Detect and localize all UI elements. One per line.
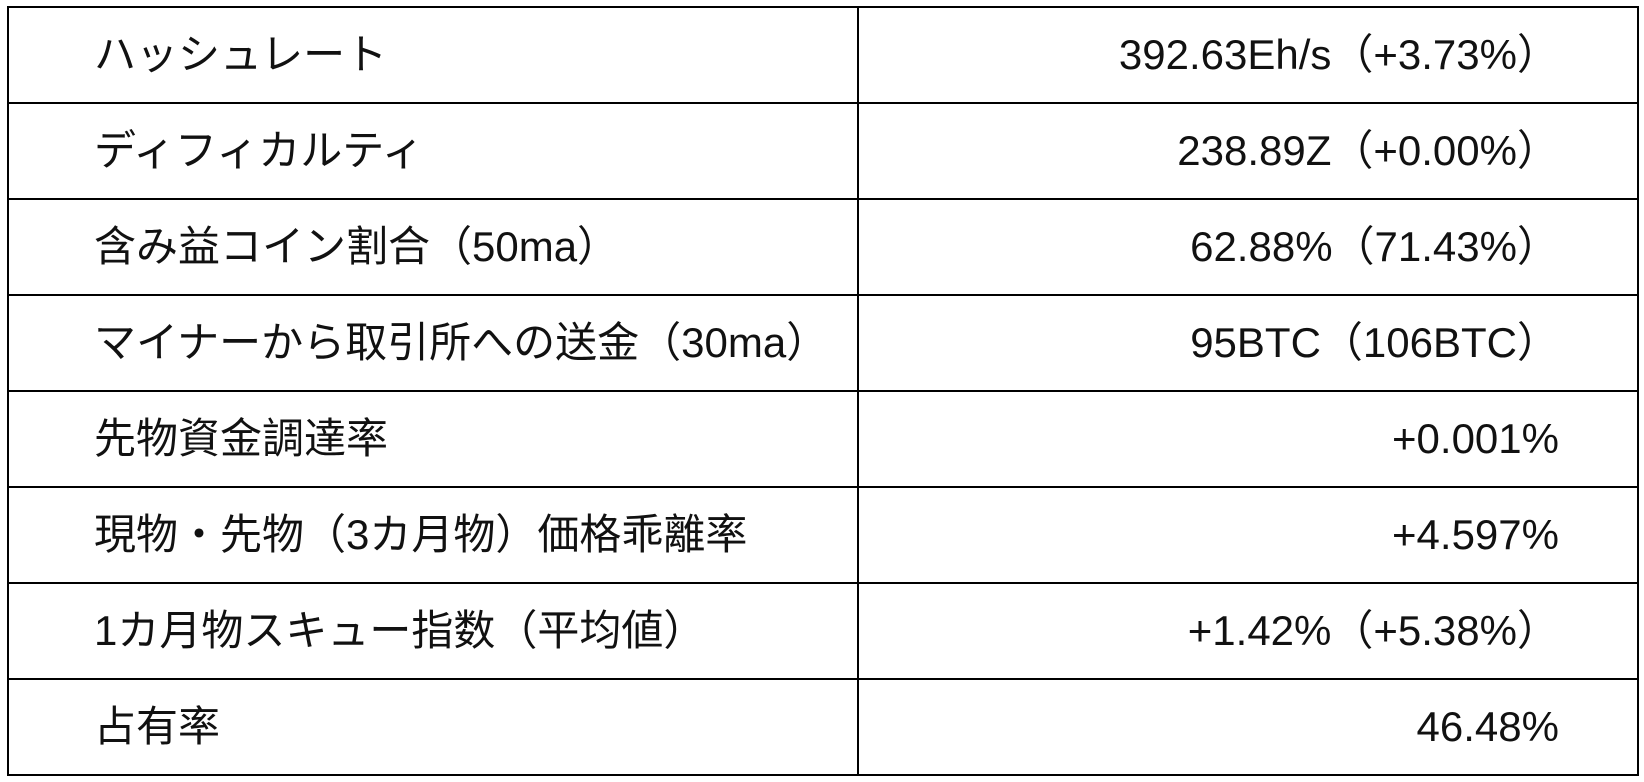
metric-value: 46.48% [857, 678, 1639, 776]
metric-row: 先物資金調達率 +0.001% [7, 390, 1639, 488]
metric-label: 含み益コイン割合（50ma） [7, 198, 859, 296]
metric-row: マイナーから取引所への送金（30ma） 95BTC（106BTC） [7, 294, 1639, 392]
metric-value: 238.89Z（+0.00%） [857, 102, 1639, 200]
metric-label: 1カ月物スキュー指数（平均値） [7, 582, 859, 680]
metric-label: マイナーから取引所への送金（30ma） [7, 294, 859, 392]
metric-value: +0.001% [857, 390, 1639, 488]
metric-label: 現物・先物（3カ月物）価格乖離率 [7, 486, 859, 584]
metric-row: 1カ月物スキュー指数（平均値） +1.42%（+5.38%） [7, 582, 1639, 680]
metric-row: 現物・先物（3カ月物）価格乖離率 +4.597% [7, 486, 1639, 584]
metric-label: ディフィカルティ [7, 102, 859, 200]
metric-row: ディフィカルティ 238.89Z（+0.00%） [7, 102, 1639, 200]
metric-label: 先物資金調達率 [7, 390, 859, 488]
metric-row: 含み益コイン割合（50ma） 62.88%（71.43%） [7, 198, 1639, 296]
metric-value: +1.42%（+5.38%） [857, 582, 1639, 680]
metric-value: +4.597% [857, 486, 1639, 584]
metric-value: 95BTC（106BTC） [857, 294, 1639, 392]
metric-row: ハッシュレート 392.63Eh/s（+3.73%） [7, 6, 1639, 104]
metric-row: 占有率 46.48% [7, 678, 1639, 776]
metric-value: 62.88%（71.43%） [857, 198, 1639, 296]
metric-label: 占有率 [7, 678, 859, 776]
metric-label: ハッシュレート [7, 6, 859, 104]
crypto-metrics-table: ハッシュレート 392.63Eh/s（+3.73%） ディフィカルティ 238.… [7, 6, 1639, 776]
metrics-table-body: ハッシュレート 392.63Eh/s（+3.73%） ディフィカルティ 238.… [7, 6, 1639, 776]
metric-value: 392.63Eh/s（+3.73%） [857, 6, 1639, 104]
